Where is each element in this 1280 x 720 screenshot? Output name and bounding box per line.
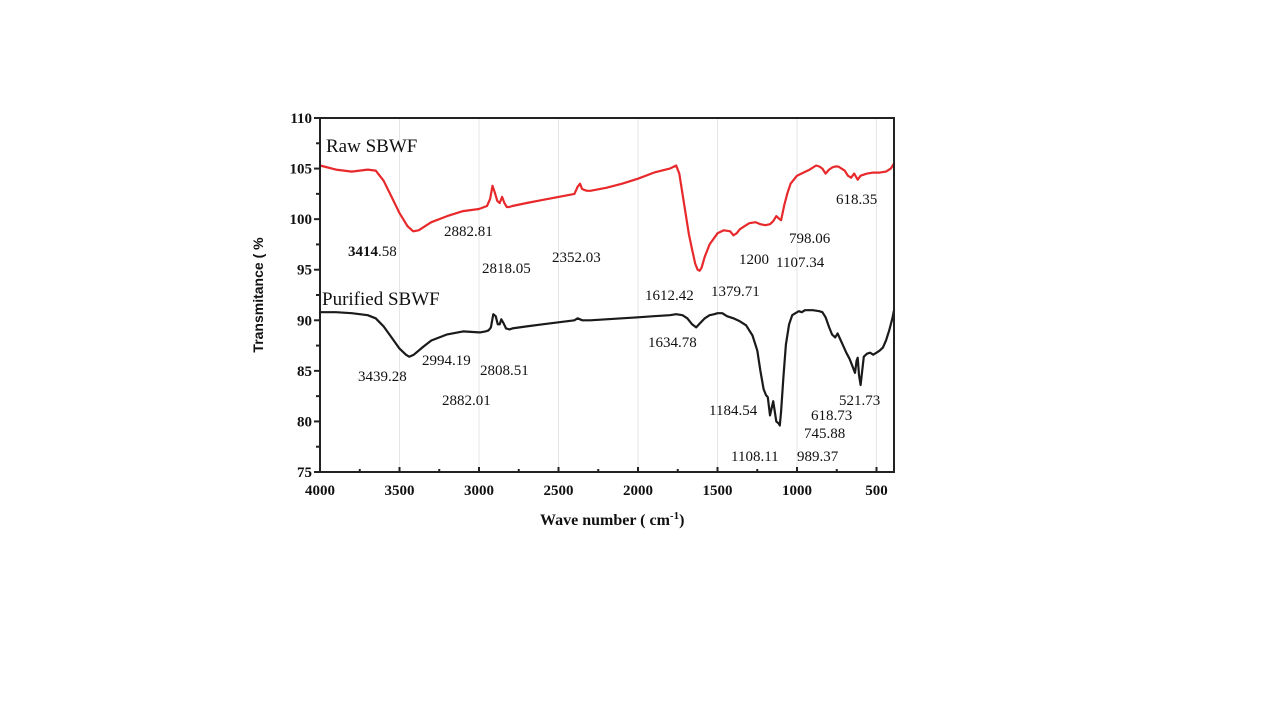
annotation-pur-745: 745.88: [804, 426, 845, 442]
annotation-pur-1184: 1184.54: [709, 403, 758, 419]
annotation-raw-1200: 1200: [739, 252, 769, 268]
annotation-raw-1612: 1612.42: [645, 288, 694, 304]
annotation-raw-2882: 2882.81: [444, 224, 493, 240]
annotation-raw-1107: 1107.34: [776, 255, 825, 271]
y-tick-label: 110: [290, 111, 312, 127]
annotation-raw-1379: 1379.71: [711, 284, 760, 300]
annotation-pur-2882: 2882.01: [442, 393, 491, 409]
y-tick-label: 75: [297, 465, 312, 481]
x-tick-label: 3500: [385, 483, 415, 499]
annotation-pur-3439: 3439.28: [358, 369, 407, 385]
y-axis-label: Transmitance ( %: [250, 237, 266, 353]
x-tick-label: 500: [865, 483, 888, 499]
x-axis-label-end: ): [679, 512, 684, 529]
series-label-raw: Raw SBWF: [326, 136, 417, 157]
y-tick-label: 90: [297, 313, 312, 329]
y-tick-label: 100: [290, 212, 313, 228]
annotation-pur-1108: 1108.11: [731, 449, 779, 465]
peak-annotations: 3414.58 2882.81 2818.05 2352.03 1612.42 …: [348, 192, 880, 465]
annotation-pur-1634: 1634.78: [648, 335, 697, 351]
x-tick-label: 2500: [544, 483, 574, 499]
annotation-raw-2352: 2352.03: [552, 250, 601, 266]
annotation-raw-3414-rest: .58: [378, 244, 397, 260]
annotation-raw-618: 618.35: [836, 192, 877, 208]
x-axis-label-sup: -1: [670, 510, 679, 522]
x-ticks: 4000 3500 3000 2500 2000 1500 1000 500: [305, 467, 888, 499]
y-tick-label: 80: [297, 414, 312, 430]
annotation-pur-2808: 2808.51: [480, 363, 529, 379]
x-tick-label: 1000: [782, 483, 812, 499]
y-tick-label: 95: [297, 263, 312, 279]
annotation-raw-798: 798.06: [789, 231, 831, 247]
annotation-pur-521: 521.73: [839, 393, 880, 409]
x-tick-label: 4000: [305, 483, 335, 499]
x-tick-label: 2000: [623, 483, 653, 499]
annotation-pur-2994: 2994.19: [422, 353, 471, 369]
x-axis-label-main: Wave number ( cm: [540, 512, 671, 529]
y-ticks: 75 80 85 90 95 100 105 110: [290, 111, 320, 481]
annotation-raw-3414-bold: 3414: [348, 244, 379, 260]
x-tick-label: 1500: [703, 483, 733, 499]
x-axis-label: Wave number ( cm-1): [540, 510, 684, 529]
series-lines: [318, 162, 896, 427]
series-label-purified: Purified SBWF: [322, 289, 440, 310]
raw-sbwf-line: [318, 162, 896, 272]
annotation-pur-989: 989.37: [797, 449, 839, 465]
purified-sbwf-line: [318, 309, 896, 427]
y-tick-label: 105: [290, 162, 313, 178]
x-tick-label: 3000: [464, 483, 494, 499]
y-tick-label: 85: [297, 364, 312, 380]
annotation-raw-2818: 2818.05: [482, 261, 531, 277]
annotation-raw-3414: 3414.58: [348, 244, 397, 260]
annotation-pur-618: 618.73: [811, 408, 852, 424]
